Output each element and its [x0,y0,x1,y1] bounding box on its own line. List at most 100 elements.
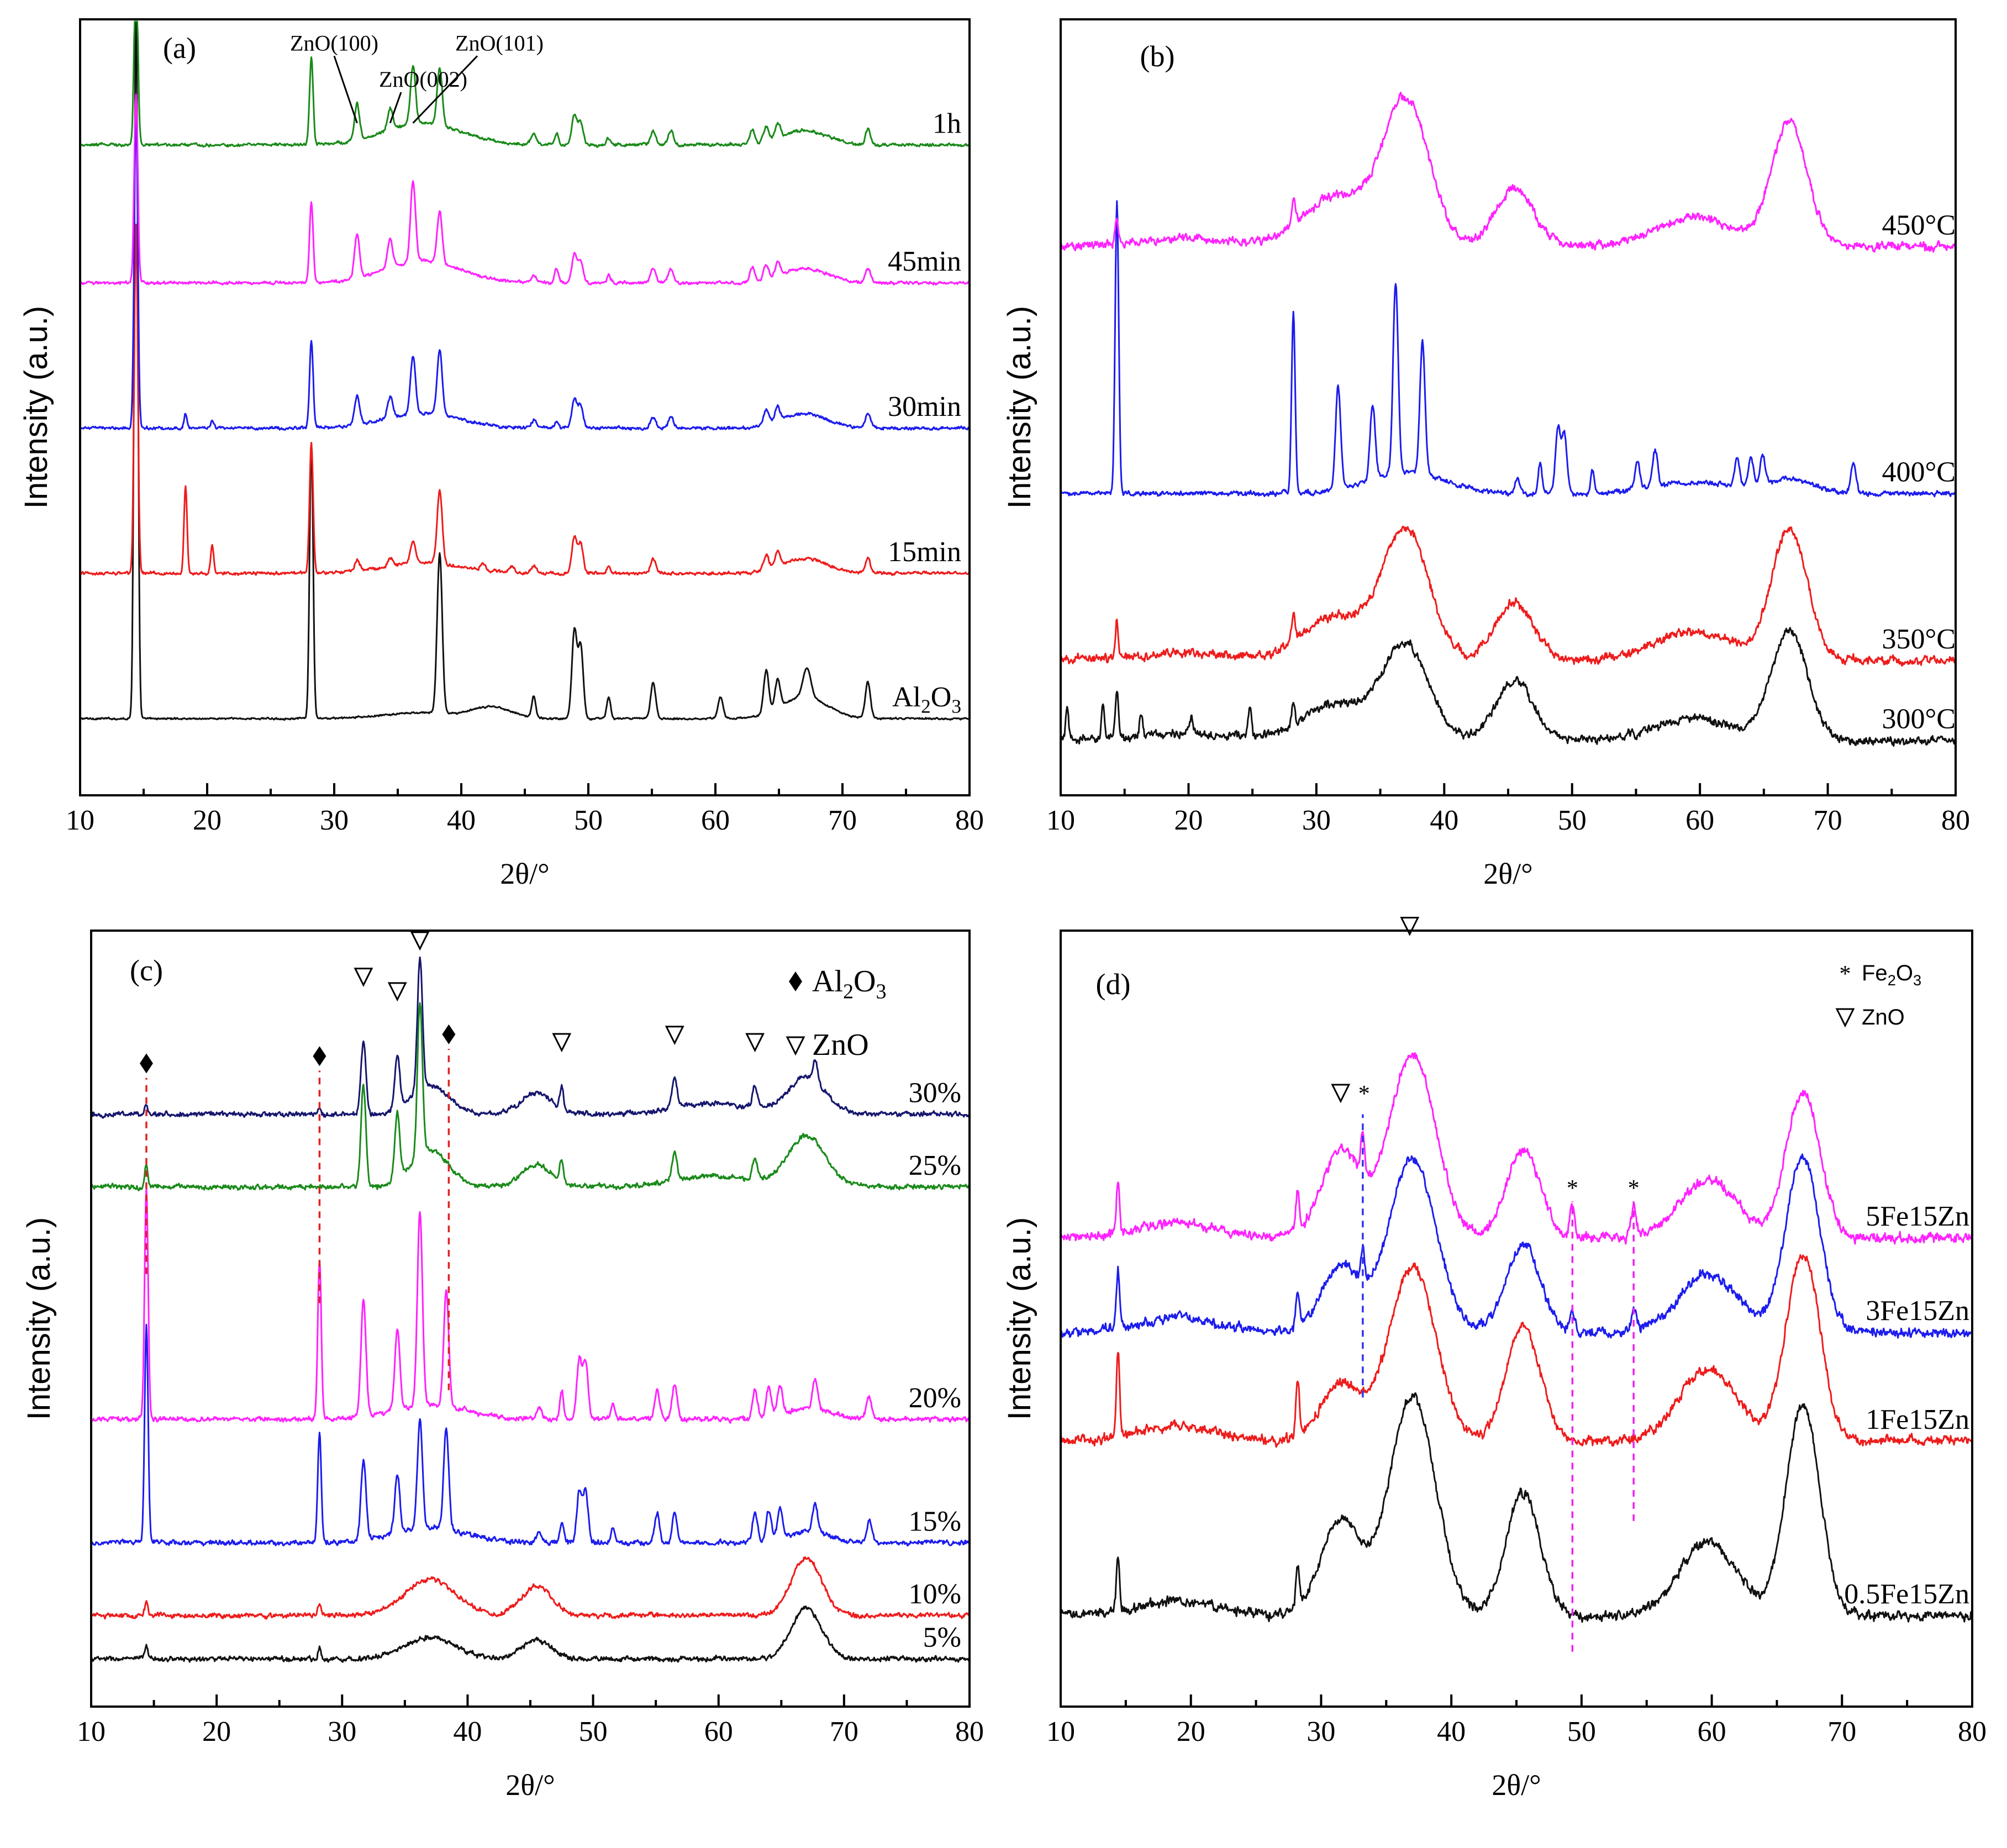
x-axis-label: 2θ/° [1492,1768,1541,1802]
series-line-450C [1060,92,1957,253]
plot-frame [1060,18,1957,796]
panel-label: (d) [1096,968,1131,1001]
x-tick-label: 30 [1307,1716,1335,1747]
diamond-marker [139,1053,153,1074]
series-label-Al2O3: Al2O3 [892,682,961,717]
x-tick-label: 50 [579,1716,608,1747]
peak-annotation: ZnO(101) [455,30,544,55]
x-tick-label: 70 [1827,1716,1856,1747]
series-line-1Fe15Zn [1060,1254,1973,1448]
x-tick-label: 20 [1174,805,1203,836]
panel-b: 10 20 30 40 50 60 70 80 2θ/° Intensity (a.u.) (b) 3… [1002,18,1970,890]
x-tick-label: 70 [1814,805,1842,836]
y-axis-label: Intensity (a.u.) [1002,306,1037,509]
triangle-marker [1400,917,1420,936]
series-line-45min [79,93,971,286]
x-tick-label: 20 [1177,1716,1205,1747]
series-line-20 [90,1187,971,1424]
x-tick-label: 30 [1302,805,1331,836]
legend-star-icon: * [1840,962,1851,987]
annotation-leader-line [333,55,358,124]
triangle-marker [354,968,373,987]
series-label-3Fe15Zn: 3Fe15Zn [1866,1295,1969,1327]
series-line-400C [1060,200,1956,498]
x-tick-label: 10 [1046,805,1075,836]
x-tick-label: 10 [77,1716,106,1747]
x-tick-label: 10 [1046,1716,1075,1747]
series-label-400C: 400°C [1882,456,1956,488]
series-line-1h [79,20,970,148]
series-label-450C: 450°C [1882,209,1956,241]
series-label-350C: 350°C [1882,624,1956,655]
triangle-marker [410,931,430,951]
legend-label: Fe2O3 [1862,961,1921,989]
x-tick-label: 40 [453,1716,482,1747]
series-label-15min: 15min [888,536,961,568]
series-line-10 [90,1556,971,1620]
x-tick-label: 80 [955,1716,984,1747]
x-tick-label: 10 [66,805,94,836]
y-axis-label: Intensity (a.u.) [18,306,54,509]
series-label-5Fe15Zn: 5Fe15Zn [1866,1201,1969,1232]
x-tick-label: 80 [955,805,984,836]
x-tick-label: 20 [202,1716,231,1747]
panel-label: (b) [1140,40,1175,73]
series-label-20: 20% [909,1382,961,1414]
peak-annotation: ZnO(002) [379,67,467,92]
legend-label: ZnO [1862,1005,1905,1029]
x-tick-label: 50 [574,805,603,836]
series-line-3Fe15Zn [1060,1153,1973,1339]
x-tick-label: 60 [704,1716,733,1747]
series-line-Al2O3 [80,20,970,721]
panel-label: (c) [130,954,163,987]
panel-d: 10 20 30 40 50 60 70 80 2θ/° Intensity (a.u.) (d) 0… [1002,917,1987,1802]
series-line-300C [1060,627,1957,747]
series-label-1Fe15Zn: 1Fe15Zn [1866,1404,1969,1435]
star-marker: * [1567,1176,1578,1201]
x-tick-label: 70 [828,805,857,836]
series-line-5Fe15Zn [1060,1052,1973,1245]
series-line-15min [80,224,970,577]
star-marker: * [1628,1176,1640,1201]
series-label-30min: 30min [888,391,961,423]
x-axis-label: 2θ/° [1483,857,1532,890]
legend-diamond-icon [789,971,802,991]
series-line-25 [90,1002,970,1191]
x-tick-label: 50 [1567,1716,1596,1747]
series-label-10: 10% [909,1578,961,1610]
legend-triangle-icon [786,1036,805,1056]
x-tick-label: 70 [830,1716,858,1747]
x-tick-label: 20 [193,805,222,836]
x-tick-label: 40 [1437,1716,1466,1747]
series-label-15: 15% [909,1506,961,1537]
series-label-25: 25% [909,1150,961,1181]
series-line-5 [91,1605,970,1663]
series-label-0.5Fe15Zn: 0.5Fe15Zn [1844,1578,1969,1610]
series-line-15 [90,1323,971,1547]
annotation-leader-line [412,55,478,124]
x-tick-label: 50 [1558,805,1587,836]
x-tick-label: 40 [1430,805,1458,836]
x-axis-label: 2θ/° [505,1768,555,1802]
x-tick-label: 80 [1941,805,1970,836]
y-axis-label: Intensity (a.u.) [1002,1217,1037,1420]
series-label-30: 30% [909,1077,961,1108]
panel-label: (a) [163,31,196,65]
annotation-leader-line [389,92,402,124]
series-label-5: 5% [923,1622,961,1654]
series-label-1h: 1h [933,108,961,139]
triangle-marker [665,1026,684,1046]
x-tick-label: 80 [1958,1716,1987,1747]
x-tick-label: 30 [320,805,349,836]
panel-a: 10 20 30 40 50 60 70 80 2θ/° Intensity (a.u.) (a) A… [18,18,984,890]
series-line-30 [91,956,971,1119]
x-tick-label: 30 [328,1716,356,1747]
x-axis-label: 2θ/° [500,857,549,890]
triangle-marker [1331,1084,1351,1103]
x-tick-label: 60 [1698,1716,1726,1747]
series-line-0.5Fe15Zn [1060,1392,1973,1623]
x-tick-label: 40 [447,805,476,836]
star-marker: * [1358,1081,1370,1107]
